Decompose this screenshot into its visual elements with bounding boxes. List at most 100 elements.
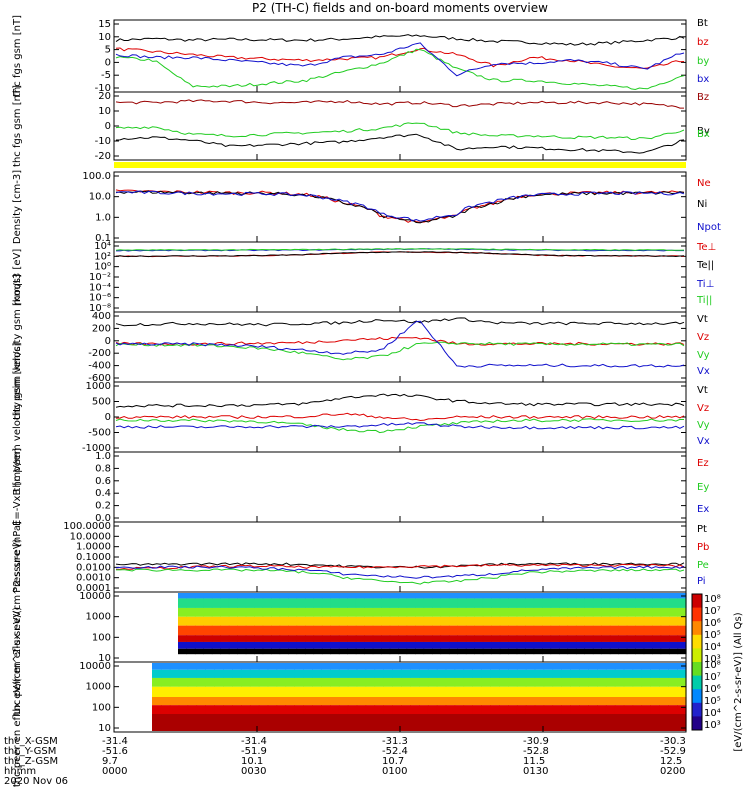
spectrogram-cell <box>245 593 255 599</box>
spectrogram-cell <box>677 705 687 714</box>
y-tick-label: 1000 <box>86 612 111 623</box>
spectrogram-cell <box>330 625 340 636</box>
spectrogram-cell <box>285 677 295 687</box>
spectrogram-cell <box>575 598 585 608</box>
spectrogram-cell <box>330 714 340 731</box>
legend-entry: Npot <box>697 222 721 233</box>
colorbar-tick-label: 10⁸ <box>704 594 721 605</box>
spectrogram-cell <box>601 648 611 655</box>
series-line-Vx <box>115 320 685 368</box>
spectrogram-cell <box>570 677 580 687</box>
colorbar-frame <box>691 593 703 731</box>
spectrogram-cell <box>508 663 518 670</box>
spectrogram-cell <box>432 648 442 655</box>
spectrogram-cell <box>440 641 450 649</box>
spectrogram-cell <box>398 641 408 649</box>
spectrogram-cell <box>262 598 272 608</box>
spectrogram-cell <box>398 593 408 599</box>
y-tick-label: 100 <box>92 702 111 713</box>
spectrogram-cell <box>561 663 571 670</box>
spectrogram-cell <box>338 677 349 687</box>
spectrogram-cell <box>338 593 348 599</box>
spectrogram-cell <box>279 593 289 599</box>
spectrogram-cell <box>237 616 247 626</box>
spectrogram-cell <box>194 593 204 599</box>
footer-value: -51.9 <box>241 746 267 757</box>
footer-value: -51.6 <box>102 746 128 757</box>
spectrogram-cell <box>186 616 196 626</box>
spectrogram-cell <box>419 686 429 697</box>
spectrogram-cell <box>508 648 518 655</box>
spectrogram-cell <box>249 686 260 697</box>
spectrogram-cell <box>196 677 206 687</box>
spectrogram-cell <box>579 697 589 706</box>
footer-value: -52.4 <box>382 746 408 757</box>
spectrogram-cell <box>592 625 602 636</box>
spectrogram-cell <box>330 607 340 617</box>
spectrogram-cell <box>508 625 518 636</box>
spectrogram-cell <box>285 669 295 678</box>
spectrogram-cell <box>567 625 577 636</box>
spectrogram-cell <box>258 677 269 687</box>
spectrogram-cell <box>650 677 660 687</box>
spectrogram-cell <box>365 714 376 731</box>
panel-8: 10000 1000 100 10 thc peir en eflux eV/(cm^2… <box>12 538 687 715</box>
spectrogram-cell <box>330 677 340 687</box>
spectrogram-cell <box>389 607 399 617</box>
spectrogram-cell <box>659 714 669 731</box>
spectrogram-cell <box>440 648 450 655</box>
spectrogram-cell <box>427 705 438 714</box>
spectrogram-cell <box>398 625 408 636</box>
spectrogram-cell <box>567 616 577 626</box>
spectrogram-cell <box>374 663 384 670</box>
spectrogram-cell <box>508 593 518 599</box>
y-tick-label: 100.0000 <box>63 521 111 532</box>
spectrogram-cell <box>474 607 484 617</box>
spectrogram-cell <box>232 697 242 706</box>
spectrogram-cell <box>186 635 196 642</box>
spectrogram-cell <box>312 663 322 670</box>
spectrogram-cell <box>194 607 204 617</box>
spectrogram-cell <box>463 697 473 706</box>
spectrogram-cell <box>279 607 289 617</box>
spectrogram-cell <box>614 663 625 670</box>
spectrogram-cell <box>525 641 535 649</box>
spectrogram-cell <box>474 625 484 636</box>
spectrogram-cell <box>660 607 670 617</box>
spectrogram-cell <box>508 677 518 687</box>
spectrogram-cell <box>465 625 475 636</box>
spectrogram-cell <box>267 697 278 706</box>
spectrogram-cell <box>160 705 171 714</box>
y-tick-label: 10⁻⁸ <box>89 303 111 314</box>
spectrogram-cell <box>245 648 255 655</box>
spectrogram-cell <box>626 641 636 649</box>
spectrogram-cell <box>597 714 607 731</box>
spectrogram-cell <box>614 669 625 678</box>
series-line-Te|| <box>115 251 685 258</box>
spectrogram-cell <box>618 625 628 636</box>
spectrogram-cell <box>448 607 458 617</box>
spectrogram-cell <box>249 705 260 714</box>
footer-value: -31.4 <box>102 736 128 747</box>
legend-entry: Vt <box>697 314 708 325</box>
spectrogram-cell <box>641 705 651 714</box>
spectrogram-cell <box>641 669 651 678</box>
spectrogram-cell <box>381 598 391 608</box>
spectrogram-cell <box>588 705 598 714</box>
spectrogram-cell <box>152 714 162 731</box>
spectrogram-cell <box>186 593 196 599</box>
spectrogram-cell <box>465 635 475 642</box>
y-tick-label: 10000 <box>79 591 111 602</box>
spectrogram-cell <box>415 593 425 599</box>
spectrogram-cell <box>609 648 619 655</box>
spectrogram-cell <box>609 607 619 617</box>
spectrogram-cell <box>321 593 331 599</box>
y-tick-label: 0.6 <box>95 476 111 487</box>
spectrogram-cell <box>338 686 349 697</box>
spectrogram <box>178 593 687 655</box>
spectrogram-cell <box>178 686 189 697</box>
spectrogram-cell <box>482 593 492 599</box>
spectrogram-cell <box>196 686 206 697</box>
spectrogram-cell <box>383 677 393 687</box>
y-tick-label: -5 <box>101 70 111 81</box>
